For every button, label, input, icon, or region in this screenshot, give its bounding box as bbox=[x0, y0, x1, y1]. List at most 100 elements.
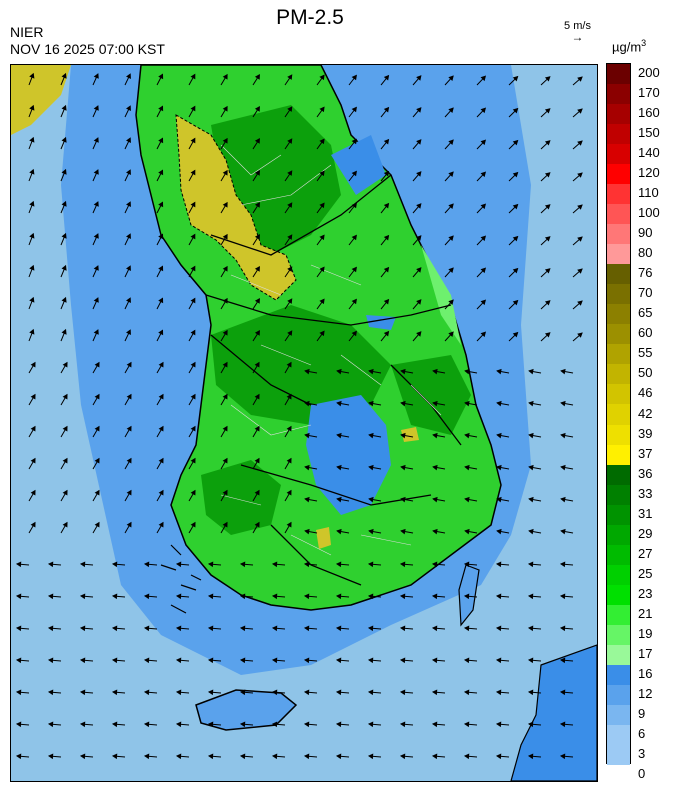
wind-arrowhead bbox=[30, 425, 36, 432]
legend-swatch bbox=[607, 204, 630, 225]
wind-arrowhead bbox=[239, 753, 246, 760]
wind-arrowhead bbox=[431, 625, 438, 632]
wind-arrowhead bbox=[351, 330, 357, 337]
legend-label: 19 bbox=[638, 625, 653, 641]
wind-arrowhead bbox=[335, 561, 342, 568]
wind-arrowhead bbox=[93, 201, 99, 207]
wind-arrowhead bbox=[254, 138, 260, 144]
legend-swatch bbox=[607, 664, 630, 686]
legend-label: 39 bbox=[638, 425, 653, 441]
wind-arrowhead bbox=[368, 400, 374, 407]
wind-arrowhead bbox=[336, 528, 342, 535]
wind-arrowhead bbox=[448, 75, 454, 81]
legend-label: 60 bbox=[638, 325, 653, 341]
wind-arrowhead bbox=[319, 298, 325, 305]
wind-arrowhead bbox=[30, 489, 36, 496]
wind-arrowhead bbox=[399, 625, 406, 632]
legend-label: 17 bbox=[638, 645, 653, 661]
wind-arrowhead bbox=[190, 233, 196, 240]
wind-arrowhead bbox=[400, 400, 406, 407]
wind-arrowhead bbox=[432, 432, 438, 439]
wind-arrowhead bbox=[239, 657, 246, 664]
wind-arrowhead bbox=[93, 73, 99, 79]
wind-arrowhead bbox=[528, 432, 534, 439]
wind-arrowhead bbox=[400, 528, 406, 535]
wind-arrowhead bbox=[190, 521, 196, 528]
wind-arrowhead bbox=[448, 171, 454, 177]
wind-arrowhead bbox=[158, 361, 164, 368]
wind-arrowhead bbox=[448, 107, 454, 113]
wind-arrowhead bbox=[15, 721, 22, 728]
legend-label: 6 bbox=[638, 725, 646, 741]
wind-arrowhead bbox=[61, 72, 67, 79]
yellow-zone-northwest-corner bbox=[11, 65, 71, 135]
legend-swatch bbox=[607, 584, 630, 606]
wind-arrowhead bbox=[254, 457, 260, 464]
wind-arrowhead bbox=[416, 171, 422, 177]
wind-arrowhead bbox=[559, 657, 566, 664]
wind-arrowhead bbox=[286, 361, 292, 368]
wind-arrowhead bbox=[319, 74, 325, 81]
wind-arrowhead bbox=[93, 265, 99, 271]
wind-arrowhead bbox=[559, 625, 566, 632]
wind-arrowhead bbox=[175, 561, 182, 568]
wind-arrowhead bbox=[126, 521, 132, 528]
legend-swatch bbox=[607, 364, 630, 385]
wind-arrowhead bbox=[271, 721, 278, 728]
wind-arrowhead bbox=[560, 464, 566, 471]
wind-arrowhead bbox=[126, 425, 132, 432]
legend-label: 140 bbox=[638, 145, 660, 161]
wind-arrowhead bbox=[304, 464, 310, 471]
wind-arrowhead bbox=[303, 561, 310, 568]
wind-arrowhead bbox=[93, 137, 99, 143]
map-title: PM-2.5 bbox=[276, 6, 344, 29]
legend-swatch bbox=[607, 624, 630, 646]
wind-arrowhead bbox=[175, 689, 182, 696]
wind-arrowhead bbox=[61, 232, 67, 239]
wind-arrowhead bbox=[158, 233, 164, 240]
wind-arrowhead bbox=[431, 561, 438, 568]
wind-arrowhead bbox=[416, 203, 422, 209]
legend-swatch bbox=[607, 504, 630, 526]
wind-arrowhead bbox=[287, 106, 293, 112]
wind-arrowhead bbox=[431, 721, 438, 728]
wind-arrowhead bbox=[512, 299, 519, 306]
legend-label: 100 bbox=[638, 205, 660, 221]
wind-arrowhead bbox=[368, 496, 374, 503]
wind-arrowhead bbox=[207, 753, 214, 760]
wind-arrowhead bbox=[416, 299, 422, 305]
legend-swatch bbox=[607, 304, 630, 325]
wind-arrowhead bbox=[464, 496, 470, 503]
wind-arrowhead bbox=[368, 368, 374, 375]
wind-arrowhead bbox=[383, 234, 390, 241]
wind-arrowhead bbox=[254, 106, 260, 112]
wind-arrowhead bbox=[29, 168, 35, 175]
wind-arrowhead bbox=[319, 266, 325, 273]
wind-arrowhead bbox=[175, 657, 182, 664]
wind-arrowhead bbox=[29, 200, 35, 207]
wind-reference-arrow-icon: → bbox=[571, 30, 584, 44]
wind-arrowhead bbox=[222, 425, 228, 432]
wind-arrowhead bbox=[222, 393, 228, 400]
wind-arrowhead bbox=[495, 625, 502, 632]
wind-arrowhead bbox=[495, 657, 502, 664]
legend-label: 23 bbox=[638, 585, 653, 601]
wind-arrowhead bbox=[399, 593, 406, 600]
wind-arrowhead bbox=[111, 721, 118, 728]
legend-swatch bbox=[607, 264, 630, 285]
pm25-map[interactable] bbox=[10, 64, 598, 782]
wind-arrowhead bbox=[62, 393, 68, 400]
wind-arrowhead bbox=[559, 689, 566, 696]
wind-arrowhead bbox=[383, 170, 390, 177]
wind-arrowhead bbox=[304, 528, 310, 535]
wind-arrowhead bbox=[287, 202, 293, 208]
wind-arrowhead bbox=[190, 105, 196, 112]
wind-arrowhead bbox=[271, 593, 278, 600]
legend-label: 110 bbox=[638, 185, 659, 201]
wind-arrowhead bbox=[111, 657, 118, 664]
legend-label: 160 bbox=[638, 105, 660, 121]
wind-arrowhead bbox=[143, 753, 150, 760]
wind-arrowhead bbox=[495, 753, 502, 760]
wind-arrowhead bbox=[367, 561, 374, 568]
wind-arrowhead bbox=[383, 202, 390, 209]
